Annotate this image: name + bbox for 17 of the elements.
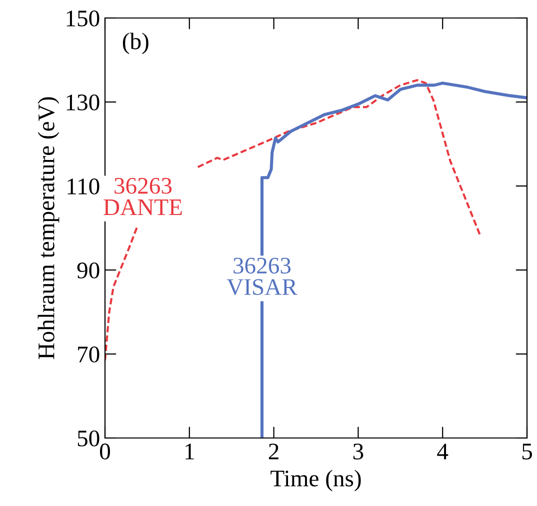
x-tick-label: 3 <box>353 444 364 460</box>
y-axis-title: Hohlraum temperature (eV) <box>38 97 60 360</box>
x-tick-label: 1 <box>186 444 194 460</box>
x-tick-label: 2 <box>268 444 278 460</box>
x-axis-title: Time (ns) <box>270 470 361 492</box>
series-label: 36263 VISAR <box>226 258 298 296</box>
x-tick-label: 4 <box>437 444 448 460</box>
y-tick-label: 110 <box>68 178 100 194</box>
y-tick-label: 90 <box>77 262 100 278</box>
annotation: (b) <box>122 32 148 54</box>
x-tick-label: 5 <box>522 444 532 460</box>
y-tick-label: 50 <box>78 430 100 446</box>
y-tick-label: 150 <box>66 10 100 26</box>
y-tick-label: 70 <box>78 346 100 362</box>
y-tick-label: 130 <box>66 94 100 110</box>
series-label: 36263 DANTE <box>104 178 182 216</box>
x-tick-label: 0 <box>100 444 110 460</box>
